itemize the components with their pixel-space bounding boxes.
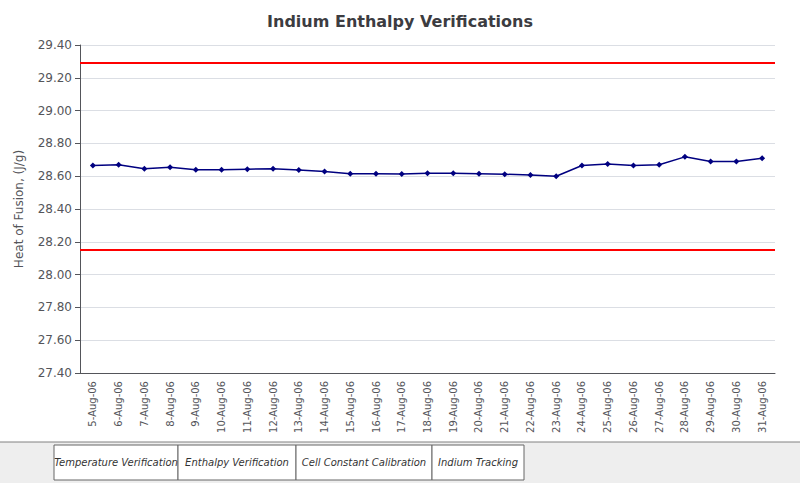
svg-text:28.80: 28.80 — [38, 136, 72, 150]
svg-text:11-Aug-06: 11-Aug-06 — [242, 381, 253, 433]
svg-text:27.40: 27.40 — [38, 366, 72, 380]
svg-text:28-Aug-06: 28-Aug-06 — [679, 381, 690, 433]
svg-text:15-Aug-06: 15-Aug-06 — [345, 381, 356, 433]
svg-text:Cell Constant Calibration: Cell Constant Calibration — [302, 457, 426, 468]
svg-text:28.40: 28.40 — [38, 202, 72, 216]
svg-text:29.20: 29.20 — [38, 71, 72, 85]
svg-text:25-Aug-06: 25-Aug-06 — [602, 381, 613, 433]
svg-text:28.00: 28.00 — [38, 268, 72, 282]
svg-text:29.00: 29.00 — [38, 104, 72, 118]
svg-text:29-Aug-06: 29-Aug-06 — [705, 381, 716, 433]
svg-text:19-Aug-06: 19-Aug-06 — [448, 381, 459, 433]
svg-text:30-Aug-06: 30-Aug-06 — [731, 381, 742, 433]
svg-text:22-Aug-06: 22-Aug-06 — [525, 381, 536, 433]
svg-text:Temperature Verification: Temperature Verification — [54, 457, 178, 468]
svg-text:8-Aug-06: 8-Aug-06 — [165, 381, 176, 427]
svg-text:6-Aug-06: 6-Aug-06 — [113, 381, 124, 427]
svg-text:27.60: 27.60 — [38, 333, 72, 347]
svg-text:27.80: 27.80 — [38, 300, 72, 314]
svg-text:Indium Tracking: Indium Tracking — [438, 457, 518, 468]
svg-text:7-Aug-06: 7-Aug-06 — [139, 381, 150, 427]
svg-text:27-Aug-06: 27-Aug-06 — [654, 381, 665, 433]
svg-text:29.40: 29.40 — [38, 38, 72, 52]
svg-text:18-Aug-06: 18-Aug-06 — [422, 381, 433, 433]
svg-text:13-Aug-06: 13-Aug-06 — [293, 381, 304, 433]
svg-text:12-Aug-06: 12-Aug-06 — [268, 381, 279, 433]
svg-text:21-Aug-06: 21-Aug-06 — [499, 381, 510, 433]
svg-text:16-Aug-06: 16-Aug-06 — [371, 381, 382, 433]
svg-text:Indium Enthalpy Verifications: Indium Enthalpy Verifications — [267, 12, 533, 31]
svg-text:26-Aug-06: 26-Aug-06 — [628, 381, 639, 433]
svg-text:28.20: 28.20 — [38, 235, 72, 249]
svg-text:23-Aug-06: 23-Aug-06 — [551, 381, 562, 433]
svg-text:5-Aug-06: 5-Aug-06 — [87, 381, 98, 427]
svg-text:14-Aug-06: 14-Aug-06 — [319, 381, 330, 433]
svg-text:31-Aug-06: 31-Aug-06 — [757, 381, 768, 433]
svg-text:10-Aug-06: 10-Aug-06 — [216, 381, 227, 433]
svg-text:Enthalpy Verification: Enthalpy Verification — [185, 457, 289, 468]
svg-text:17-Aug-06: 17-Aug-06 — [396, 381, 407, 433]
svg-text:9-Aug-06: 9-Aug-06 — [190, 381, 201, 427]
svg-text:Heat of Fusion, (J/g): Heat of Fusion, (J/g) — [12, 150, 26, 268]
svg-text:20-Aug-06: 20-Aug-06 — [473, 381, 484, 433]
svg-text:28.60: 28.60 — [38, 169, 72, 183]
svg-text:24-Aug-06: 24-Aug-06 — [576, 381, 587, 433]
